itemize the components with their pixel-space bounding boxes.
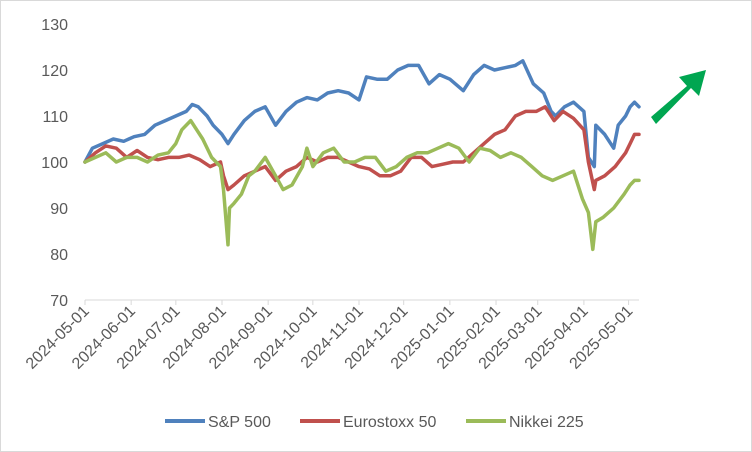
y-tick-label: 80 (50, 247, 68, 264)
y-tick-label: 90 (50, 201, 68, 218)
legend: S&P 500 Eurostoxx 50 Nikkei 225 (165, 414, 584, 431)
x-axis: 2024-05-012024-06-012024-07-012024-08-01… (23, 299, 639, 373)
y-tick-label: 120 (41, 63, 68, 80)
y-tick-label: 110 (42, 109, 68, 126)
series-line-3 (83, 118, 641, 252)
up-arrow-icon (651, 70, 706, 124)
series-line-1 (83, 59, 641, 169)
y-tick-label: 100 (41, 155, 68, 172)
legend-label: Eurostoxx 50 (343, 414, 436, 431)
y-tick-label: 70 (50, 293, 68, 310)
series-line-2 (83, 105, 641, 192)
legend-label: Nikkei 225 (509, 414, 584, 431)
y-tick-label: 130 (41, 17, 68, 34)
annotation-layer (651, 70, 706, 124)
legend-label: S&P 500 (208, 414, 271, 431)
y-axis: 70 80 90 100 110 120 130 (41, 17, 68, 310)
series-layer (83, 59, 641, 252)
